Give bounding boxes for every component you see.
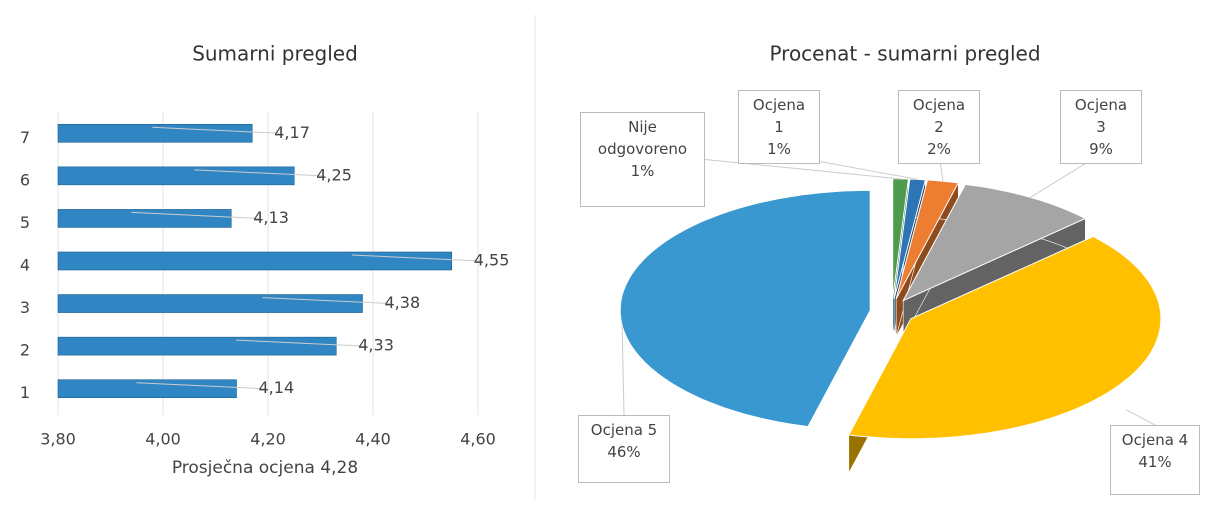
x-tick-label: 4,20 bbox=[250, 430, 286, 449]
value-label: 4,33 bbox=[358, 336, 394, 355]
y-tick-label: 6 bbox=[20, 170, 30, 189]
value-label: 4,38 bbox=[385, 293, 421, 312]
y-tick-label: 1 bbox=[20, 383, 30, 402]
y-tick-label: 4 bbox=[20, 256, 30, 275]
y-tick-label: 7 bbox=[20, 128, 30, 147]
slice bbox=[902, 183, 1087, 302]
leader-line bbox=[152, 126, 281, 134]
data-label: Ocjena 3 9% bbox=[1060, 90, 1142, 164]
label-text: Ocjena 2 bbox=[912, 96, 966, 136]
leader-line bbox=[262, 297, 391, 305]
bar bbox=[57, 251, 453, 271]
bar bbox=[57, 379, 237, 399]
x-tick-label: 3,80 bbox=[40, 430, 76, 449]
label-text: 9% bbox=[1089, 140, 1113, 158]
bar bbox=[57, 209, 232, 228]
data-label: Ocjena 5 46% bbox=[578, 415, 670, 483]
bar bbox=[57, 166, 295, 186]
y-tick-label: 2 bbox=[20, 341, 30, 360]
label-text: Ocjena 1 bbox=[752, 96, 806, 136]
bar bbox=[57, 123, 253, 143]
value-label: 4,13 bbox=[253, 208, 289, 227]
label-text: Ocjena 4 bbox=[1121, 431, 1189, 449]
bar bbox=[57, 336, 337, 356]
leader-line bbox=[621, 325, 625, 416]
data-label: Ocjena 1 1% bbox=[738, 90, 820, 164]
leader-line bbox=[194, 169, 323, 177]
label-text: 2% bbox=[927, 140, 951, 158]
data-label: Ocjena 4 41% bbox=[1110, 425, 1200, 495]
value-label: 4,17 bbox=[274, 123, 310, 142]
bar bbox=[57, 294, 363, 313]
pie-title: Procenat - sumarni pregled bbox=[769, 42, 1040, 66]
data-label: Ocjena 2 2% bbox=[898, 90, 980, 164]
x-tick-label: 4,40 bbox=[355, 430, 391, 449]
x-tick-label: 4,00 bbox=[145, 430, 181, 449]
label-text: 41% bbox=[1138, 453, 1172, 471]
leader-line bbox=[1125, 409, 1156, 426]
value-label: 4,55 bbox=[474, 251, 510, 270]
slice bbox=[848, 236, 1162, 440]
x-tick-label: 4,60 bbox=[460, 430, 496, 449]
label-text: Ocjena 3 bbox=[1074, 96, 1128, 136]
slice bbox=[893, 178, 927, 300]
value-label: 4,25 bbox=[316, 165, 352, 184]
label-text: 1% bbox=[767, 140, 791, 158]
slice bbox=[619, 189, 871, 428]
data-label: Nije odgovoreno 1% bbox=[580, 112, 705, 207]
value-label: 4,14 bbox=[259, 378, 295, 397]
label-text: 1% bbox=[630, 162, 655, 180]
leader-line bbox=[136, 382, 265, 390]
bar-title: Sumarni pregled bbox=[192, 42, 358, 66]
leader-line bbox=[704, 159, 901, 180]
label-text: 46% bbox=[607, 443, 641, 461]
leader-line bbox=[131, 211, 260, 219]
label-text: Nije odgovoreno bbox=[597, 118, 688, 158]
label-text: Ocjena 5 bbox=[590, 421, 658, 439]
y-tick-label: 3 bbox=[20, 298, 30, 317]
leader-line bbox=[351, 254, 480, 262]
y-tick-label: 5 bbox=[20, 213, 30, 232]
leader-line bbox=[236, 339, 365, 347]
x-axis-label: Prosječna ocjena 4,28 bbox=[172, 458, 358, 478]
slice bbox=[895, 179, 960, 300]
